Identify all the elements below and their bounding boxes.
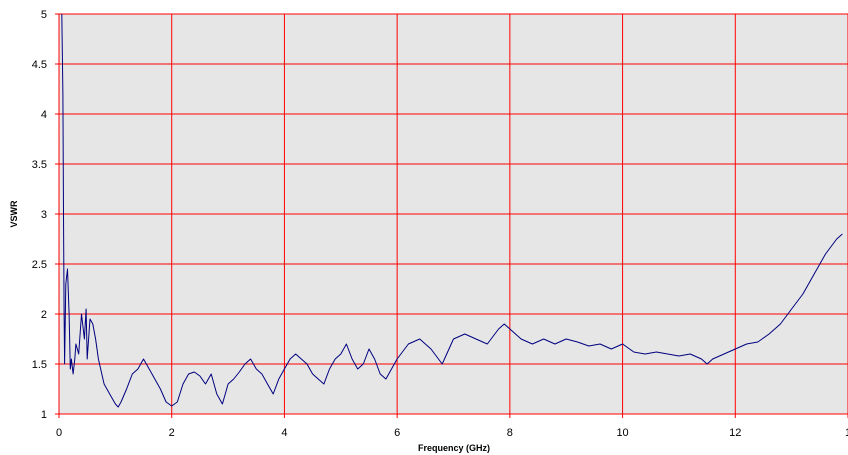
- y-tick-label: 1.5: [32, 359, 47, 371]
- x-tick-label: 10: [616, 427, 628, 439]
- x-tick-label: 0: [56, 427, 62, 439]
- y-tick-label: 2: [41, 309, 47, 321]
- x-axis-title: Frequency (GHz): [418, 443, 490, 453]
- x-tick-label: 4: [281, 427, 287, 439]
- y-tick-label: 3: [41, 209, 47, 221]
- x-tick-label: 8: [507, 427, 513, 439]
- x-tick-label: 12: [729, 427, 741, 439]
- x-tick-label: 2: [169, 427, 175, 439]
- x-tick-label: 6: [394, 427, 400, 439]
- y-tick-label: 1: [41, 409, 47, 421]
- y-tick-label: 4.5: [32, 59, 47, 71]
- y-tick-label: 3.5: [32, 159, 47, 171]
- y-tick-label: 4: [41, 109, 47, 121]
- y-tick-label: 2.5: [32, 259, 47, 271]
- y-axis-ticks: 1 1.5 2 2.5 3 3.5 4 4.5 5: [32, 9, 59, 421]
- y-axis-title: VSWR: [9, 200, 19, 228]
- y-tick-label: 5: [41, 9, 47, 21]
